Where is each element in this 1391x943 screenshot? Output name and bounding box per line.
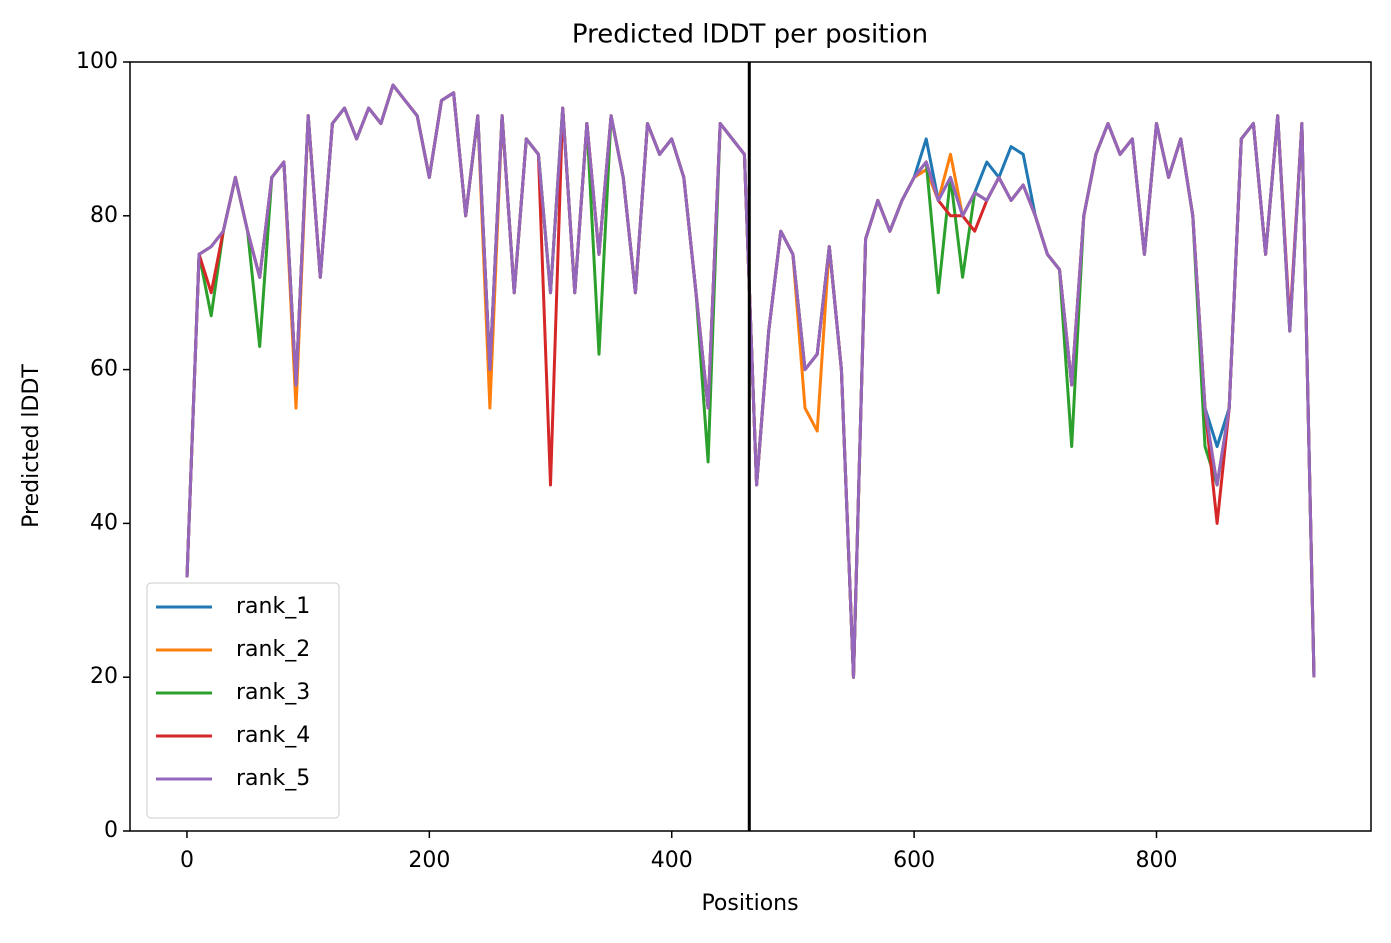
y-tick-label: 100	[76, 49, 118, 74]
x-tick-label: 400	[651, 848, 693, 873]
x-tick-label: 0	[180, 848, 194, 873]
legend-label: rank_3	[236, 680, 310, 705]
legend-label: rank_5	[236, 766, 310, 791]
y-tick-label: 80	[90, 203, 118, 228]
x-axis-label: Positions	[701, 891, 798, 916]
legend-label: rank_2	[236, 637, 310, 662]
chart-title: Predicted lDDT per position	[572, 20, 928, 50]
plot-frame	[129, 61, 1372, 832]
y-tick-label: 40	[90, 510, 118, 535]
y-tick-label: 0	[104, 818, 118, 843]
y-tick-label: 20	[90, 664, 118, 689]
legend-box	[146, 582, 340, 819]
x-tick-label: 800	[1135, 848, 1177, 873]
legend-label: rank_4	[236, 723, 310, 748]
y-axis-label: Predicted lDDT	[19, 364, 44, 528]
y-tick-label: 60	[90, 357, 118, 382]
x-tick-label: 600	[893, 848, 935, 873]
x-tick-label: 200	[408, 848, 450, 873]
legend-label: rank_1	[236, 594, 310, 619]
